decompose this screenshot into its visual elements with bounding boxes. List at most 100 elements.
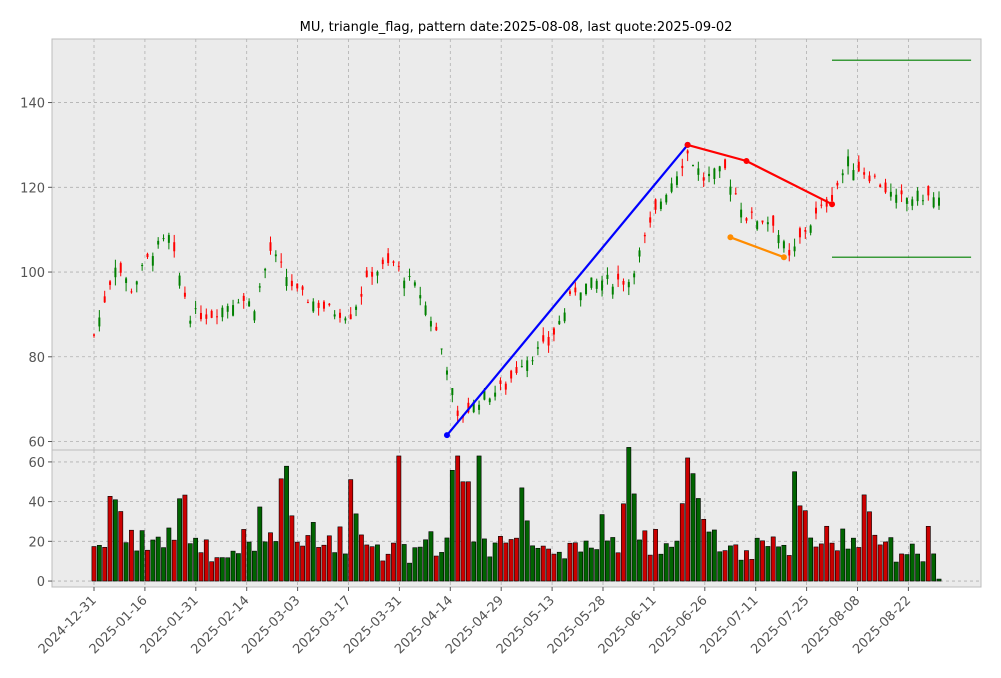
candle-body [371, 271, 374, 277]
pole-point [443, 432, 450, 439]
candle-body [210, 310, 213, 318]
candle-body [750, 211, 753, 213]
volume-bar [893, 561, 899, 582]
candle-body [114, 267, 117, 278]
volume-bar [749, 559, 755, 582]
volume-bar [572, 542, 578, 582]
candle-body [494, 392, 497, 397]
candle-body [135, 281, 138, 285]
volume-bar [241, 529, 247, 582]
volume-bar [594, 549, 600, 582]
price-grid [52, 39, 981, 450]
candle-body [708, 173, 711, 177]
volume-bar [209, 561, 215, 582]
candle-body [119, 263, 122, 273]
candle-body [178, 275, 181, 286]
pattern-lines [443, 59, 972, 439]
volume-bar [508, 539, 514, 582]
volume-bar [444, 537, 450, 582]
price-y-tick-label: 120 [20, 181, 45, 196]
volume-bar [615, 552, 621, 582]
volume-bar [107, 496, 113, 582]
volume-bar [203, 539, 209, 582]
volume-y-tick-label: 20 [28, 535, 45, 550]
candle-body [884, 182, 887, 193]
flag-upper-point [743, 158, 750, 165]
candle-body [568, 291, 571, 294]
volume-bar [738, 559, 744, 582]
volume-bar [161, 547, 166, 582]
candle-body [189, 320, 192, 324]
volume-bar [193, 537, 199, 582]
candle-body [333, 314, 336, 317]
volume-bar [514, 537, 519, 582]
volume-bar [744, 550, 749, 582]
candle-body [713, 168, 716, 179]
candle-body [563, 312, 566, 322]
candle-body [360, 293, 363, 297]
candle-body [691, 165, 694, 167]
candle-body [355, 306, 358, 310]
price-y-tick-label: 60 [28, 436, 45, 451]
candle-body [879, 184, 882, 188]
volume-bar [155, 536, 161, 582]
volume-bar [631, 493, 637, 582]
candle-body [793, 246, 796, 252]
candle-body [665, 194, 668, 203]
candle-body [526, 360, 529, 371]
volume-bar [530, 545, 535, 582]
volume-bar [904, 554, 910, 582]
candle-body [306, 302, 309, 304]
volume-bar [642, 530, 648, 582]
volume-bar [465, 481, 471, 582]
candle-body [622, 280, 625, 285]
volume-bar [129, 529, 134, 582]
candle-body [488, 398, 491, 403]
volume-bar [883, 541, 888, 582]
volume-bar [856, 547, 862, 582]
volume-bar [770, 536, 776, 582]
volume-bar [519, 487, 525, 582]
volume-bar [540, 545, 546, 582]
candle-body [761, 220, 764, 223]
flag-upper-point [829, 201, 836, 208]
volume-bar [663, 543, 669, 582]
candle-body [574, 287, 577, 293]
candle-body [841, 173, 844, 176]
volume-bar [139, 530, 145, 582]
volume-bar [551, 553, 557, 582]
candle-body [681, 165, 684, 169]
volume-bar [845, 548, 851, 582]
volume-bar [177, 498, 182, 582]
candle-body [478, 404, 481, 410]
volume-bar [219, 557, 225, 582]
candle-body [579, 292, 582, 301]
volume-bar [760, 540, 765, 582]
candle-body [269, 242, 272, 251]
candle-body [339, 312, 342, 318]
candle-body [205, 314, 208, 319]
candle-body [643, 234, 646, 237]
volume-bar [235, 553, 241, 582]
candle-body [863, 172, 866, 175]
candle-body [729, 186, 732, 195]
volume-bar [123, 542, 129, 582]
volume-bar [278, 478, 284, 582]
volume-bar [824, 525, 830, 582]
candle-body [916, 190, 919, 202]
volume-bar [492, 542, 498, 582]
candle-body [280, 261, 283, 263]
candle-body [932, 197, 935, 208]
candle-body [242, 295, 245, 301]
candle-body [675, 176, 678, 185]
candle-body [413, 282, 416, 286]
volume-bar [423, 539, 428, 582]
candle-body [103, 296, 106, 303]
chart-title: MU, triangle_flag, pattern date:2025-08-… [300, 20, 733, 35]
candle-body [237, 302, 240, 304]
volume-bar [150, 539, 156, 582]
volume-bar [909, 543, 915, 582]
volume-bar [786, 555, 792, 582]
candle-body [938, 197, 940, 206]
candle-body [258, 286, 261, 288]
